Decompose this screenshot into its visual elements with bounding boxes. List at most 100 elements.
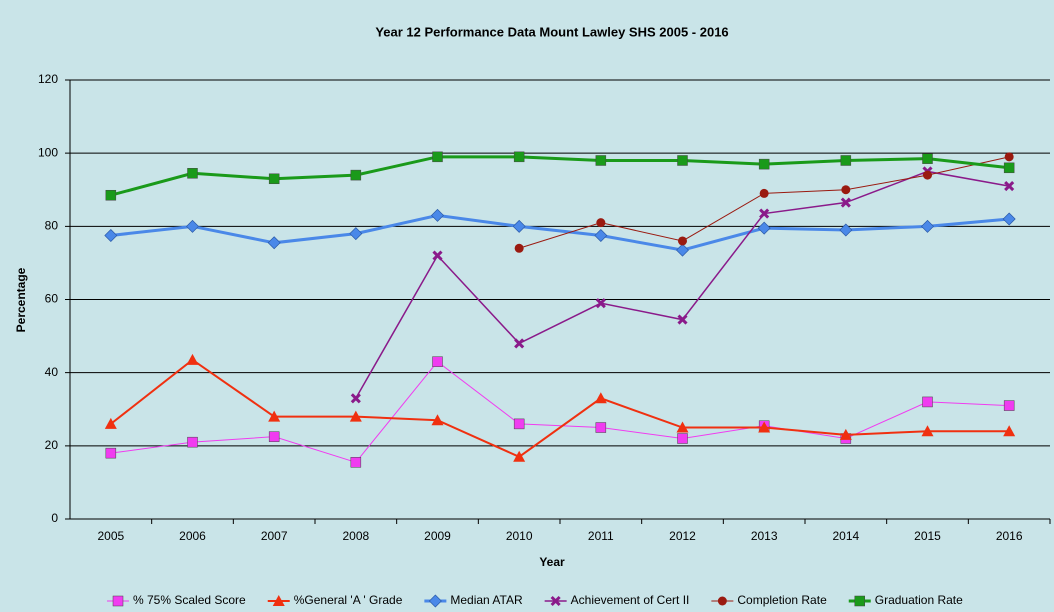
x-tick-label: 2012 (669, 529, 696, 543)
y-tick-label: 0 (51, 511, 58, 525)
marker (349, 410, 362, 422)
marker (923, 170, 932, 180)
marker (839, 428, 852, 440)
marker (112, 595, 124, 607)
x-axis-label: Year (539, 555, 565, 569)
marker (186, 219, 199, 233)
marker (514, 243, 524, 253)
marker (350, 457, 362, 468)
marker (431, 414, 444, 426)
series-line (110, 361, 1010, 463)
marker (841, 185, 851, 195)
chart-title: Year 12 Performance Data Mount Lawley SH… (375, 24, 728, 39)
marker (432, 151, 443, 163)
x-tick-label: 2016 (996, 529, 1023, 543)
marker (594, 228, 608, 242)
marker (677, 314, 688, 325)
marker (922, 396, 933, 408)
y-tick-label: 60 (45, 292, 59, 306)
y-tick-label: 80 (45, 219, 59, 233)
marker (676, 243, 689, 257)
legend-label: Median ATAR (450, 593, 523, 607)
marker (1003, 425, 1016, 437)
x-tick-label: 2007 (261, 529, 288, 543)
marker (104, 417, 117, 429)
y-axis-label: Percentage (14, 267, 28, 332)
marker (267, 236, 281, 250)
legend-label: Completion Rate (737, 593, 827, 607)
marker (512, 219, 526, 233)
marker (514, 338, 525, 349)
marker (187, 168, 198, 179)
marker (1004, 181, 1015, 192)
marker (1002, 212, 1016, 226)
marker (350, 169, 362, 181)
series-line (110, 358, 1010, 458)
legend: % 75% Scaled Score %General 'A ' Grade Med… (107, 593, 963, 608)
marker (513, 151, 525, 163)
marker (187, 436, 198, 448)
marker (759, 188, 769, 198)
marker (596, 218, 606, 228)
marker (431, 208, 444, 222)
marker (268, 431, 280, 442)
x-tick-label: 2013 (751, 529, 778, 543)
marker (432, 356, 443, 367)
marker (676, 421, 689, 433)
marker (186, 353, 199, 365)
x-tick-label: 2011 (588, 529, 614, 543)
marker (1003, 400, 1015, 411)
x-tick-label: 2015 (914, 529, 941, 543)
legend-label: Achievement of Cert II (571, 593, 690, 607)
y-tick-label: 120 (38, 72, 58, 86)
marker (595, 422, 607, 433)
marker (272, 595, 285, 606)
legend-label: Graduation Rate (875, 593, 963, 607)
marker (105, 189, 117, 201)
series-line (110, 213, 1010, 252)
marker (840, 197, 851, 208)
marker (513, 418, 525, 430)
marker (921, 219, 934, 233)
legend-label: %General 'A ' Grade (294, 593, 403, 607)
marker (349, 227, 363, 241)
y-tick-label: 40 (45, 365, 59, 379)
marker (350, 393, 361, 404)
marker (1004, 152, 1014, 162)
x-tick-label: 2009 (424, 529, 451, 543)
y-tick-label: 100 (38, 145, 58, 159)
marker (268, 410, 281, 422)
x-tick-label: 2006 (179, 529, 206, 543)
marker (922, 153, 933, 164)
marker (432, 250, 443, 261)
marker (759, 208, 770, 219)
marker (678, 236, 687, 246)
y-tick-label: 20 (45, 438, 59, 452)
x-tick-label: 2014 (832, 529, 859, 543)
marker (840, 155, 852, 166)
marker (839, 223, 853, 237)
marker (428, 594, 442, 608)
marker (105, 447, 117, 459)
legend-label: % 75% Scaled Score (133, 593, 246, 607)
marker (550, 595, 561, 607)
marker (594, 392, 607, 404)
x-tick-label: 2010 (506, 529, 533, 543)
marker (758, 421, 771, 433)
x-tick-label: 2005 (97, 529, 124, 543)
marker (677, 433, 688, 444)
marker (717, 596, 727, 606)
marker (595, 155, 607, 166)
marker (854, 595, 865, 607)
marker (104, 228, 118, 242)
marker (595, 298, 606, 309)
marker (757, 221, 771, 235)
marker (513, 450, 526, 462)
marker (268, 173, 280, 185)
marker (758, 158, 770, 170)
marker (921, 425, 934, 437)
x-tick-label: 2008 (342, 529, 369, 543)
marker (1003, 162, 1015, 174)
